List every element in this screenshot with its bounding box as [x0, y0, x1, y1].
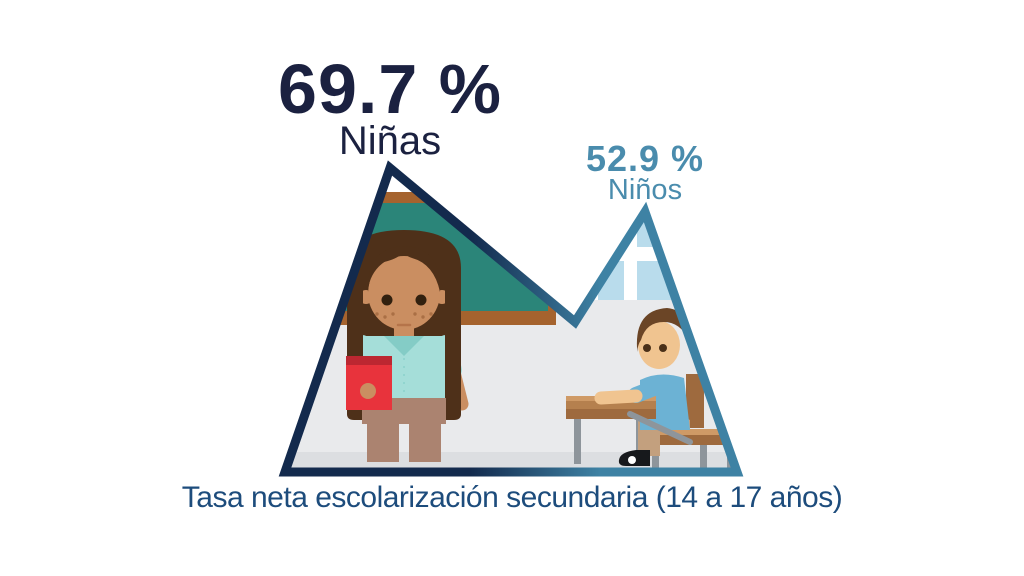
- boy-face: [638, 321, 680, 369]
- stool-leg-1: [652, 445, 659, 468]
- boy-forearm-on-desk: [594, 389, 643, 405]
- desk-top: [566, 401, 656, 409]
- stool-seat-top: [645, 429, 737, 435]
- boy-eye-left: [643, 344, 651, 352]
- girls-label: Niñas: [338, 119, 442, 163]
- desk-front-edge: [566, 409, 656, 419]
- chart-caption: Tasa neta escolarización secundaria (14 …: [181, 481, 843, 514]
- desk-leg-left: [574, 418, 581, 464]
- chair-backrest: [686, 374, 704, 428]
- boy-hair: [636, 308, 690, 352]
- girl-hand-on-book: [360, 383, 376, 399]
- desk-support-bar: [627, 411, 693, 445]
- book-top-edge: [346, 356, 392, 365]
- girl-face: [368, 256, 440, 330]
- girl-bangs: [367, 246, 441, 292]
- boy-shoe-detail: [628, 456, 636, 464]
- girl-eye-right: [415, 294, 427, 306]
- girl-collar: [384, 336, 424, 356]
- girl-eye-left: [381, 294, 393, 306]
- mountain-peaks-outline: [278, 160, 744, 477]
- girl-hair-strand-right: [445, 290, 461, 416]
- boy-illustration: [566, 308, 737, 468]
- boys-label: Niños: [607, 174, 683, 206]
- girl-freckles: [375, 312, 433, 319]
- girl-illustration: [346, 230, 469, 462]
- stool-leg-2: [700, 445, 707, 468]
- boy-eye-right: [659, 344, 667, 352]
- girl-pants: [362, 398, 446, 462]
- girls-percentage: 69.7 %: [278, 50, 502, 128]
- boys-percentage: 52.9 %: [585, 138, 705, 179]
